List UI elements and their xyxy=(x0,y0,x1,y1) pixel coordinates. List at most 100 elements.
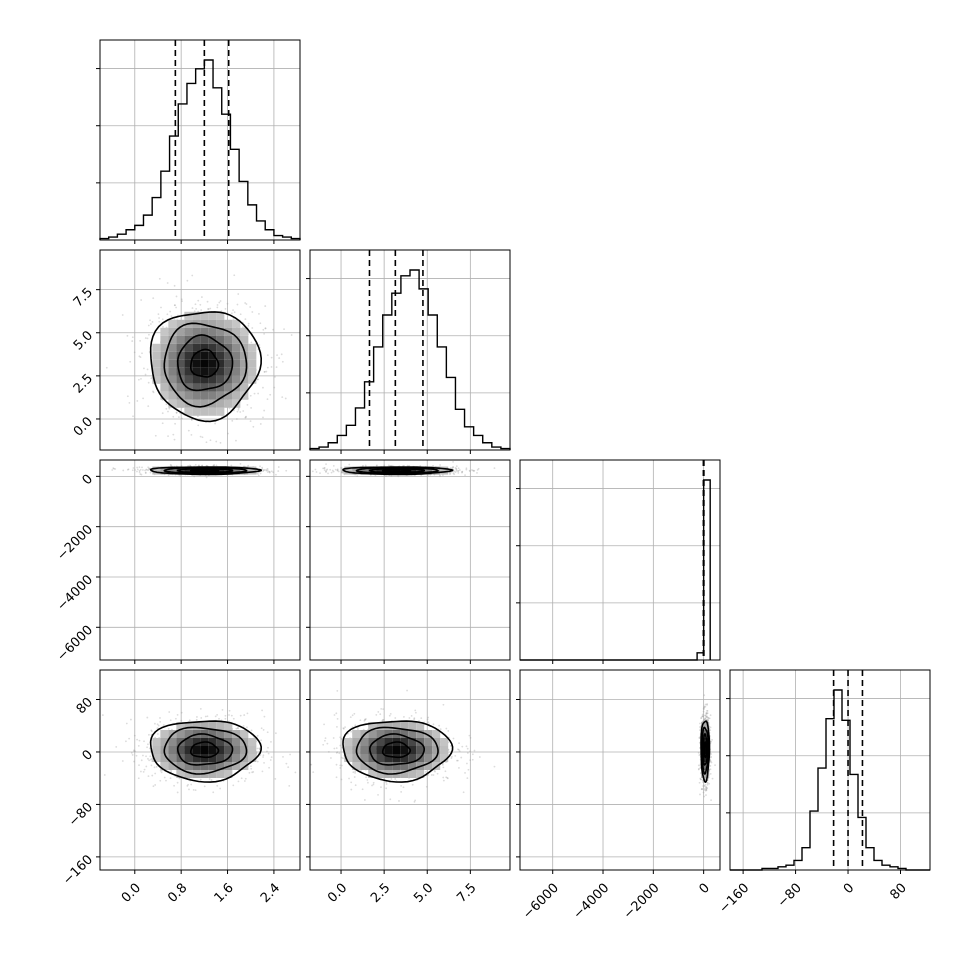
scatter-point xyxy=(471,758,474,761)
density-cell xyxy=(160,762,169,770)
scatter-point xyxy=(476,472,478,474)
density-cell xyxy=(360,746,369,754)
density-cell xyxy=(216,327,225,336)
scatter-point xyxy=(329,468,332,471)
scatter-point xyxy=(152,391,155,394)
scatter-point xyxy=(263,469,266,471)
scatter-point xyxy=(333,714,336,716)
density-cell xyxy=(184,327,193,336)
scatter-point xyxy=(188,719,191,722)
density-cell xyxy=(224,375,233,384)
density-cell xyxy=(184,311,193,320)
scatter-point xyxy=(144,471,147,474)
scatter-point xyxy=(233,274,236,277)
scatter-point xyxy=(453,470,455,473)
scatter-point xyxy=(263,370,266,373)
density-cell xyxy=(240,466,249,475)
scatter-point xyxy=(180,298,183,301)
scatter-point xyxy=(336,689,339,692)
scatter-point xyxy=(290,334,293,336)
scatter-point xyxy=(240,777,243,780)
scatter-point xyxy=(105,366,108,369)
scatter-point xyxy=(267,746,269,749)
density-cell xyxy=(176,722,185,730)
density-cell xyxy=(200,375,209,384)
scatter-point xyxy=(270,756,273,759)
scatter-point xyxy=(126,334,129,337)
scatter-point xyxy=(310,469,312,471)
scatter-point xyxy=(162,724,165,726)
scatter-point xyxy=(414,711,417,714)
scatter-point xyxy=(326,742,329,745)
density-cell xyxy=(424,730,433,738)
scatter-point xyxy=(200,717,203,719)
scatter-point xyxy=(135,754,138,757)
density-cell xyxy=(200,311,209,320)
density-cell xyxy=(208,335,217,344)
scatter-point xyxy=(218,717,220,720)
scatter-point xyxy=(130,718,132,721)
density-cell xyxy=(176,746,185,754)
scatter-point xyxy=(432,774,435,776)
scatter-point xyxy=(187,429,190,432)
scatter-point xyxy=(165,779,167,782)
density-cell xyxy=(152,367,161,376)
histogram-3 xyxy=(730,689,930,871)
scatter-point xyxy=(155,765,158,768)
density-cell xyxy=(152,359,161,368)
scatter-point xyxy=(257,474,260,477)
contour-line xyxy=(381,468,412,473)
scatter-point xyxy=(363,719,366,722)
hist-panel-2 xyxy=(516,459,721,664)
scatter-point xyxy=(142,771,145,773)
scatter-point xyxy=(244,416,247,419)
scatter-point xyxy=(457,469,460,472)
density-cell xyxy=(360,754,369,762)
density-cell xyxy=(232,466,241,475)
density-cell xyxy=(400,730,409,738)
scatter-point xyxy=(336,469,339,472)
scatter-point xyxy=(159,769,162,772)
scatter-point xyxy=(361,788,364,791)
scatter-point xyxy=(324,737,327,740)
density-cell xyxy=(248,466,257,475)
scatter-point xyxy=(205,441,208,444)
scatter-point xyxy=(275,366,278,369)
scatter-point xyxy=(176,781,179,784)
scatter-point xyxy=(145,468,148,471)
density-cell xyxy=(192,762,201,770)
scatter-point xyxy=(478,756,481,758)
density-cell xyxy=(200,399,209,408)
density-cell xyxy=(216,746,225,754)
density-cell xyxy=(208,738,217,746)
scatter-point xyxy=(439,475,441,478)
scatter-point xyxy=(268,470,271,473)
scatter-point xyxy=(472,470,475,472)
density-cell xyxy=(240,327,249,336)
scatter-point xyxy=(375,714,378,716)
density-cell xyxy=(416,466,425,475)
density-cell xyxy=(160,375,169,384)
scatter-point xyxy=(190,418,193,421)
density-cell xyxy=(368,762,377,770)
scatter-point xyxy=(168,452,170,454)
scatter-point xyxy=(280,353,283,356)
scatter-point xyxy=(281,360,284,363)
scatter-point xyxy=(191,307,194,309)
histogram-2 xyxy=(520,479,711,661)
density-cell xyxy=(216,375,225,384)
density-cell xyxy=(400,754,409,762)
scatter-point xyxy=(170,464,173,467)
density-cell xyxy=(232,746,241,754)
density-cell xyxy=(216,754,225,762)
scatter-point xyxy=(181,417,183,420)
scatter-point xyxy=(312,771,315,773)
scatter-point xyxy=(452,472,455,475)
scatter-point xyxy=(397,475,400,478)
density-cell xyxy=(176,399,185,408)
scatter-point xyxy=(449,473,451,476)
density-cell xyxy=(376,722,385,730)
scatter-point xyxy=(133,749,135,752)
scatter-point xyxy=(389,712,392,715)
scatter-point xyxy=(169,719,172,722)
